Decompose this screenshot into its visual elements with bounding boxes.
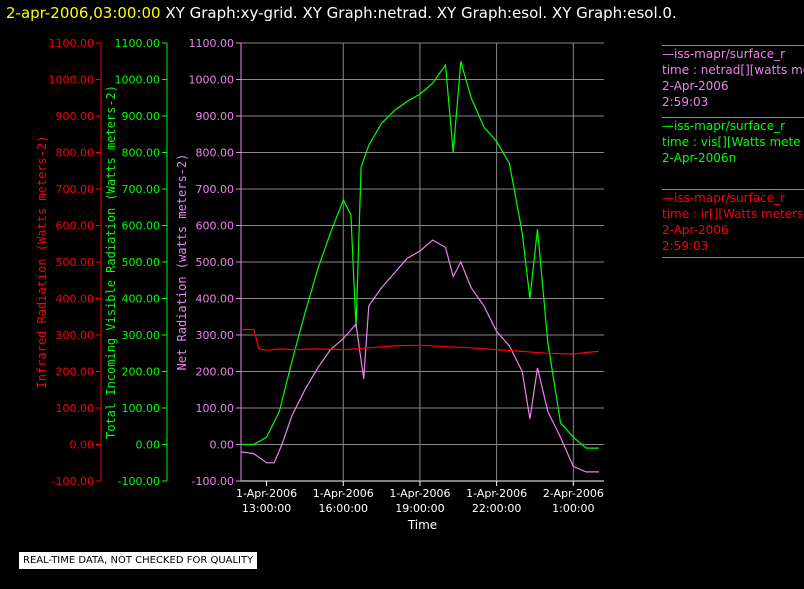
graph-title: 2-apr-2006,03:00:00 XY Graph:xy-grid. XY…: [6, 4, 677, 22]
legend-ir-variable: time : ir[][Watts meters: [662, 207, 804, 221]
y-axis-title-ir: Infrared Radiation (Watts meters-2): [35, 136, 49, 389]
legend-ir-time: 2:59:03: [662, 239, 709, 253]
series-line-netrad: [240, 239, 599, 473]
y-tick-label-vis: 300.00: [122, 329, 161, 342]
y-tick-label-ir: 400.00: [56, 293, 95, 306]
y-tick-label-ir: 900.00: [56, 110, 95, 123]
legend-separator: [662, 257, 804, 258]
legend-vis-date: 2-Apr-2006n: [662, 151, 737, 165]
y-tick-label-netrad: 1100.00: [189, 37, 235, 50]
y-tick-label-netrad: 500.00: [196, 256, 235, 269]
x-tick-label-date: 1-Apr-2006: [389, 487, 450, 500]
x-tick-label-date: 2-Apr-2006: [543, 487, 604, 500]
y-tick-label-ir: 500.00: [56, 256, 95, 269]
y-tick-label-vis: 200.00: [122, 366, 161, 379]
y-tick-label-vis: 0.00: [136, 439, 161, 452]
y-tick-label-ir: 0.00: [70, 439, 95, 452]
y-tick-label-vis: 400.00: [122, 293, 161, 306]
legend-separator: [662, 189, 804, 190]
x-tick-label-date: 1-Apr-2006: [236, 487, 297, 500]
y-tick-label-vis: 1000.00: [115, 74, 161, 87]
y-tick-label-vis: 1100.00: [115, 37, 161, 50]
y-tick-label-vis: 500.00: [122, 256, 161, 269]
x-tick-label-time: 1:00:00: [552, 502, 594, 515]
legend-netrad-time: 2:59:03: [662, 95, 709, 109]
x-axis-title: Time: [407, 518, 437, 532]
title-graph-list: XY Graph:xy-grid. XY Graph:netrad. XY Gr…: [161, 4, 677, 22]
y-tick-label-ir: -100.00: [52, 475, 94, 488]
legend-ir-source: —iss-mapr/surface_r: [662, 191, 786, 205]
x-tick-label-date: 1-Apr-2006: [466, 487, 527, 500]
y-tick-label-netrad: 400.00: [196, 293, 235, 306]
x-tick-label-time: 16:00:00: [319, 502, 368, 515]
legend-netrad-date: 2-Apr-2006: [662, 79, 729, 93]
y-tick-label-ir: 100.00: [56, 402, 95, 415]
legend-ir: —iss-mapr/surface_r time : ir[][Watts me…: [662, 187, 804, 258]
y-tick-label-ir: 200.00: [56, 366, 95, 379]
quality-notice: REAL-TIME DATA, NOT CHECKED FOR QUALITY: [19, 552, 258, 569]
legend-separator: [662, 45, 804, 46]
legend-netrad-variable: time : netrad[][watts me: [662, 63, 804, 77]
x-tick-label-time: 13:00:00: [242, 502, 291, 515]
y-axis-title-netrad: Net Radiation (watts meters-2): [175, 154, 189, 371]
legend-separator: [662, 117, 804, 118]
y-tick-label-vis: 900.00: [122, 110, 161, 123]
y-tick-label-netrad: 1000.00: [189, 74, 235, 87]
y-tick-label-ir: 700.00: [56, 183, 95, 196]
y-tick-label-ir: 800.00: [56, 147, 95, 160]
x-tick-label-time: 22:00:00: [472, 502, 521, 515]
y-tick-label-vis: 800.00: [122, 147, 161, 160]
y-tick-label-netrad: 900.00: [196, 110, 235, 123]
legend-netrad-source: —iss-mapr/surface_r: [662, 47, 786, 61]
y-tick-label-ir: 1100.00: [49, 37, 95, 50]
y-tick-label-netrad: 800.00: [196, 147, 235, 160]
y-tick-label-vis: 600.00: [122, 220, 161, 233]
y-tick-label-netrad: 700.00: [196, 183, 235, 196]
x-tick-label-date: 1-Apr-2006: [313, 487, 374, 500]
legend-vis-variable: time : vis[][Watts mete: [662, 135, 801, 149]
legend-vis: —iss-mapr/surface_r time : vis[][Watts m…: [662, 115, 804, 166]
y-tick-label-netrad: -100.00: [192, 475, 234, 488]
x-tick-label-time: 19:00:00: [395, 502, 444, 515]
y-tick-label-netrad: 200.00: [196, 366, 235, 379]
legend-ir-date: 2-Apr-2006: [662, 223, 729, 237]
y-tick-label-ir: 300.00: [56, 329, 95, 342]
legend-vis-source: —iss-mapr/surface_r: [662, 119, 786, 133]
series-line-ir: [241, 328, 599, 355]
title-datetime: 2-apr-2006,03:00:00: [6, 4, 161, 22]
y-axis-title-vis: Total Incoming Visible Radiation (Watts …: [104, 85, 118, 439]
y-tick-label-netrad: 0.00: [210, 439, 235, 452]
y-tick-label-vis: 700.00: [122, 183, 161, 196]
y-tick-label-ir: 600.00: [56, 220, 95, 233]
y-tick-label-vis: 100.00: [122, 402, 161, 415]
y-tick-label-netrad: 300.00: [196, 329, 235, 342]
y-tick-label-ir: 1000.00: [49, 74, 95, 87]
series-line-vis: [241, 61, 599, 449]
legend-netrad: —iss-mapr/surface_r time : netrad[][watt…: [662, 43, 804, 110]
y-tick-label-netrad: 600.00: [196, 220, 235, 233]
y-tick-label-netrad: 100.00: [196, 402, 235, 415]
y-tick-label-vis: -100.00: [118, 475, 160, 488]
